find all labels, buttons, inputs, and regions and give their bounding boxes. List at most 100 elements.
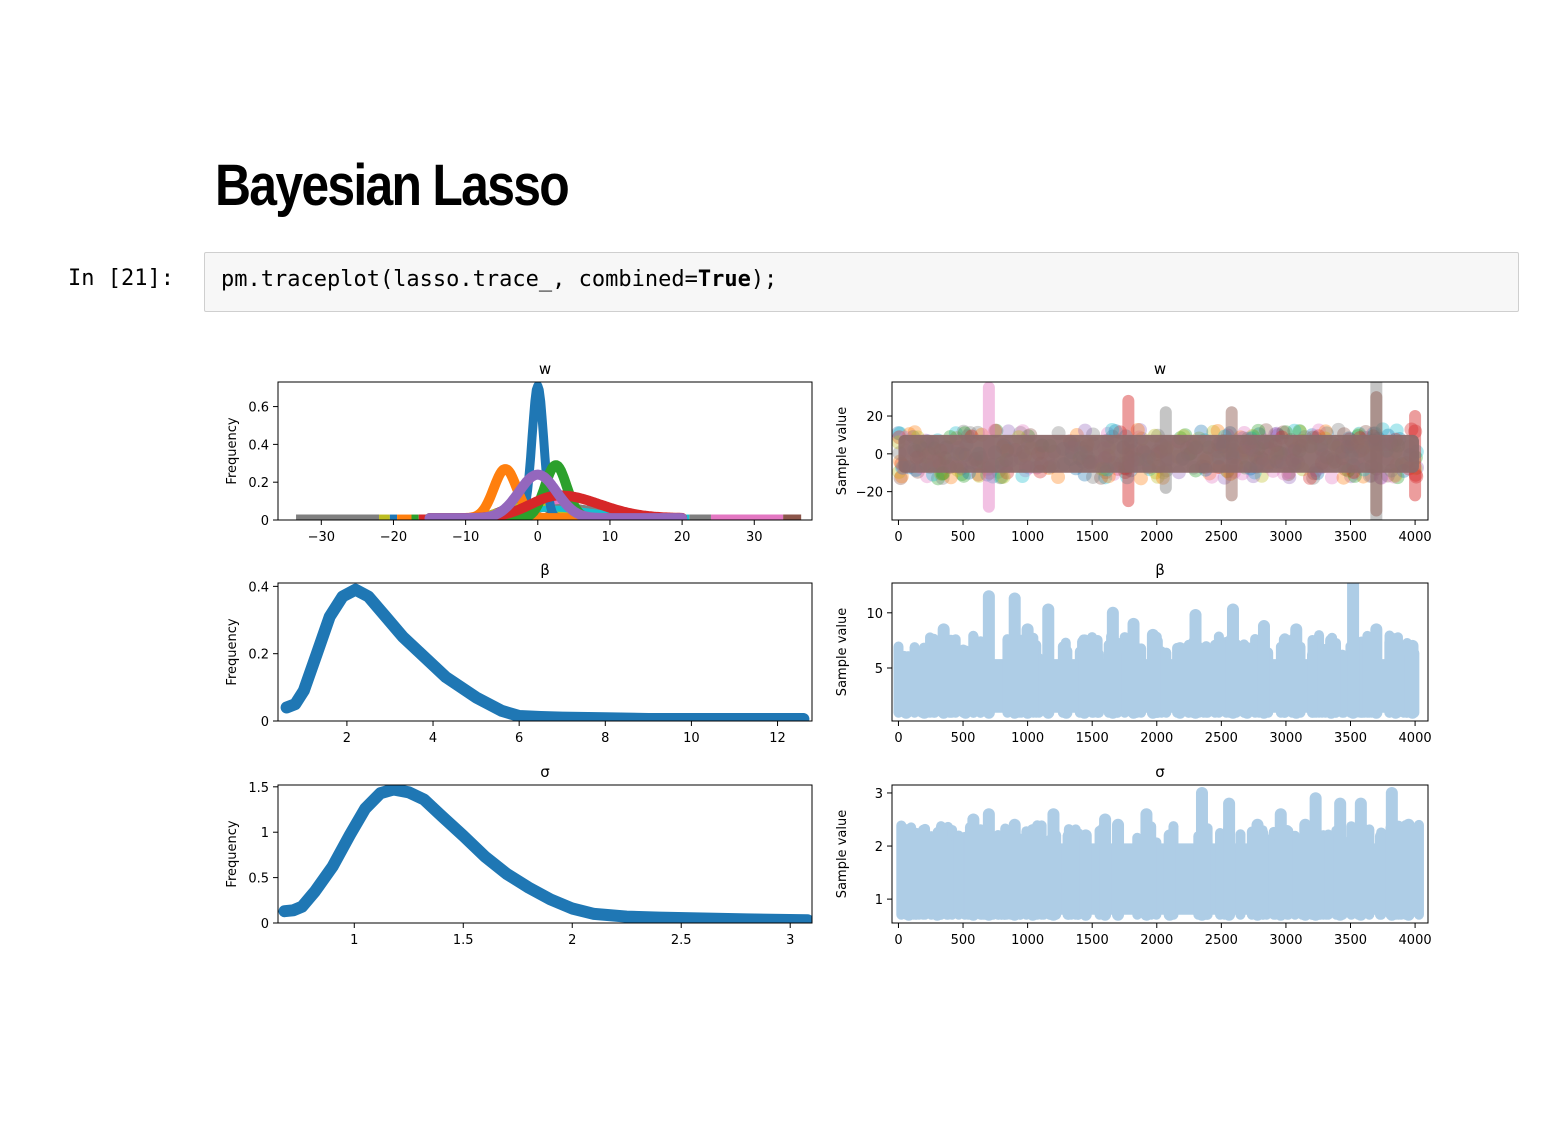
subplot-title: w bbox=[539, 360, 551, 378]
x-tick-label: 10 bbox=[602, 530, 619, 545]
trace-sample bbox=[1259, 423, 1274, 438]
trace-band bbox=[898, 434, 1419, 473]
x-tick-label: 1000 bbox=[1011, 731, 1044, 746]
trace-sample bbox=[1373, 470, 1388, 485]
x-tick-label: 2 bbox=[568, 933, 576, 948]
trace-sample bbox=[1324, 470, 1339, 485]
trace-sample bbox=[1311, 423, 1326, 438]
code-keyword: True bbox=[697, 267, 751, 292]
trace-sample bbox=[1051, 470, 1066, 485]
y-axis-label: Frequency bbox=[225, 618, 240, 685]
x-tick-label: 2000 bbox=[1140, 933, 1173, 948]
trace-sample bbox=[994, 469, 1009, 484]
x-tick-label: 0 bbox=[894, 731, 902, 746]
subplot-title: β bbox=[1155, 561, 1165, 579]
trace-sample bbox=[1086, 469, 1101, 484]
trace-sample bbox=[1105, 422, 1120, 437]
x-tick-label: 4000 bbox=[1399, 530, 1432, 545]
y-tick-label: −20 bbox=[856, 486, 883, 501]
y-tick-label: 0.4 bbox=[248, 438, 269, 453]
x-tick-label: 0 bbox=[894, 933, 902, 948]
trace-sample bbox=[1336, 470, 1351, 485]
subplot-1: −30 −20 −10 0 10 20 30 0 0.2 0.4 0.6 w Frequency bbox=[225, 360, 813, 545]
trace-sample bbox=[1251, 423, 1266, 438]
section-heading: Bayesian Lasso bbox=[215, 153, 570, 218]
x-tick-label: 30 bbox=[746, 530, 763, 545]
density-line bbox=[278, 785, 812, 923]
x-tick-label: 2000 bbox=[1140, 731, 1173, 746]
y-tick-label: 2 bbox=[875, 840, 883, 855]
subplot-5: 1 1.5 2 2.5 3 0 0.5 1 1.5 σ Frequency bbox=[225, 763, 813, 948]
x-tick-label: 6 bbox=[515, 731, 523, 746]
plot-area bbox=[280, 583, 810, 721]
x-tick-label: 3000 bbox=[1269, 530, 1302, 545]
x-tick-label: 1000 bbox=[1011, 530, 1044, 545]
plot-area bbox=[278, 785, 812, 923]
trace-sample bbox=[1120, 470, 1135, 485]
y-tick-label: 1 bbox=[875, 893, 883, 908]
plot-area bbox=[896, 786, 1424, 921]
y-tick-label: 1 bbox=[261, 826, 269, 841]
trace-sample bbox=[1404, 422, 1419, 437]
y-tick-label: 0.6 bbox=[248, 401, 269, 416]
trace-sample bbox=[1292, 424, 1307, 439]
x-tick-label: 3000 bbox=[1269, 933, 1302, 948]
x-tick-label: 8 bbox=[601, 731, 609, 746]
x-tick-label: 20 bbox=[674, 530, 691, 545]
trace-sample bbox=[1375, 422, 1390, 437]
y-tick-label: 0.5 bbox=[248, 872, 269, 887]
x-tick-label: 3000 bbox=[1269, 731, 1302, 746]
y-tick-label: 0 bbox=[261, 514, 269, 529]
subplot-3: 2 4 6 8 10 12 0 0.2 0.4 β Frequency bbox=[225, 561, 813, 746]
plot-area bbox=[892, 382, 1424, 520]
trace-sample bbox=[1094, 470, 1109, 485]
plot-area bbox=[296, 382, 802, 520]
trace-sample bbox=[1306, 470, 1321, 485]
trace-sample bbox=[893, 471, 908, 486]
y-tick-label: 0.4 bbox=[248, 580, 269, 595]
axes-frame bbox=[277, 582, 813, 722]
trace-sample bbox=[1155, 470, 1170, 485]
y-axis-label: Sample value bbox=[835, 608, 850, 696]
trace-sample bbox=[1133, 471, 1148, 486]
x-tick-label: 500 bbox=[951, 933, 976, 948]
trace-sample bbox=[931, 471, 946, 486]
subplot-4: 0 500 1000 1500 2000 2500 3000 3500 4000 10 5 β Samp… bbox=[835, 561, 1432, 746]
y-tick-label: 0.2 bbox=[248, 648, 269, 663]
trace-sample bbox=[1132, 422, 1147, 437]
trace-sample bbox=[1108, 424, 1123, 439]
x-tick-label: 2500 bbox=[1205, 530, 1238, 545]
density-line bbox=[280, 583, 810, 721]
trace-sample bbox=[1078, 423, 1093, 438]
x-tick-label: 4 bbox=[429, 731, 437, 746]
x-tick-label: 3500 bbox=[1334, 731, 1367, 746]
trace-sample bbox=[1217, 470, 1232, 485]
trace-sample bbox=[989, 423, 1004, 438]
trace-sample bbox=[1331, 422, 1346, 437]
trace-sample bbox=[1282, 470, 1297, 485]
trace-sample bbox=[1287, 423, 1302, 438]
density-line bbox=[424, 469, 688, 520]
axes-frame bbox=[891, 381, 1429, 521]
trace-sample bbox=[1210, 423, 1225, 438]
trace-sample bbox=[894, 469, 909, 484]
trace-sample bbox=[1386, 469, 1401, 484]
subplot-title: w bbox=[1154, 360, 1166, 378]
code-cell-input[interactable]: pm.traceplot(lasso.trace_, combined=True… bbox=[204, 252, 1519, 312]
x-tick-label: 500 bbox=[951, 530, 976, 545]
y-axis-label: Sample value bbox=[835, 407, 850, 495]
y-tick-label: 5 bbox=[875, 662, 883, 677]
trace-sample bbox=[1390, 470, 1405, 485]
y-axis-label: Frequency bbox=[225, 820, 240, 887]
trace-sample bbox=[1001, 424, 1016, 439]
y-axis-label: Frequency bbox=[225, 417, 240, 484]
x-tick-label: 1.5 bbox=[453, 933, 474, 948]
plot-area bbox=[893, 583, 1420, 719]
x-tick-label: 1500 bbox=[1076, 530, 1109, 545]
x-tick-label: 2500 bbox=[1205, 933, 1238, 948]
trace-sample bbox=[988, 423, 1003, 438]
code-prefix: pm.traceplot(lasso.trace_, combined= bbox=[221, 267, 698, 292]
x-tick-label: 0 bbox=[534, 530, 542, 545]
y-tick-label: 0 bbox=[261, 715, 269, 730]
x-tick-label: 500 bbox=[951, 731, 976, 746]
